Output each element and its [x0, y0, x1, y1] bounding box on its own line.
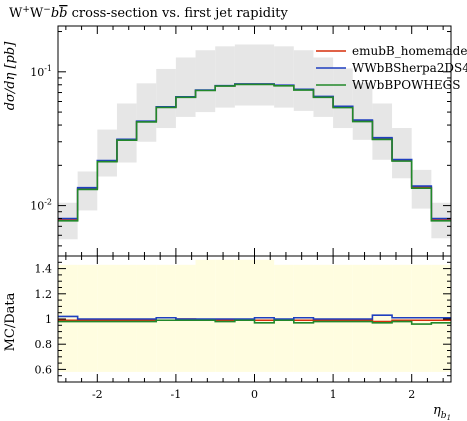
band-bin [313, 57, 334, 117]
legend-label: WWbBSherpa2DS4 [352, 61, 467, 75]
x-ticks: -2 -1 0 1 2 [65, 256, 444, 401]
band-bin [215, 259, 235, 372]
band-bin [352, 82, 373, 140]
ratio-line [58, 314, 451, 320]
main-panel: 10-2 10-1 dσ/dη [pb] emubB_homemade WWbBSh… [3, 25, 467, 257]
legend: emubB_homemade WWbBSherpa2DS4 WWbBPOWHEGS [316, 44, 467, 92]
ratio-y-axis-label: MC/Data [3, 292, 18, 351]
band-bin [116, 103, 137, 163]
x-tick-label: -1 [171, 388, 182, 401]
band-bin [58, 264, 78, 372]
band-bin [175, 57, 196, 117]
chart-title: W+W−bb cross-section vs. first jet rapid… [9, 5, 288, 21]
x-tick-label: 2 [408, 388, 415, 401]
band-bin [136, 83, 157, 142]
series-line [58, 83, 451, 222]
y-ticks: 10-2 10-1 [30, 31, 451, 247]
band-bin [234, 259, 255, 372]
ratio-y-tick-label: 0.8 [35, 338, 53, 351]
band-bin [254, 44, 275, 106]
band-bin [156, 68, 176, 129]
band-bin [372, 264, 393, 372]
band-bin [234, 44, 255, 106]
band-bin [215, 46, 235, 108]
x-tick-label: 0 [251, 388, 258, 401]
band-bin [195, 50, 216, 113]
uncertainty-band [58, 44, 451, 240]
band-bin [97, 129, 117, 177]
y-tick-label: 10-2 [30, 198, 52, 213]
x-axis-label: ηb1 [433, 403, 451, 421]
y-tick-label: 10-1 [30, 64, 52, 79]
ratio-line [58, 319, 451, 325]
band-bin [333, 68, 353, 129]
x-tick-label: -2 [92, 388, 103, 401]
band-bin [293, 50, 314, 111]
band-bin [372, 103, 393, 160]
band-bin [411, 169, 432, 209]
legend-label: emubB_homemade [352, 44, 467, 58]
series-lines [58, 83, 451, 222]
x-ticks-main [65, 26, 444, 256]
legend-label: WWbBPOWHEGS [352, 78, 460, 92]
band-bin [77, 171, 98, 211]
y-axis-label: dσ/dη [pb] [3, 41, 18, 111]
ratio-y-tick-label: 1.2 [35, 288, 53, 301]
ratio-y-tick-label: 0.6 [35, 363, 53, 376]
band-bin [274, 46, 294, 108]
ratio-lines [58, 314, 451, 325]
band-bin [195, 259, 216, 372]
band-bin [254, 259, 275, 372]
band-bin [392, 128, 412, 179]
ratio-panel: 0.6 0.8 1 1.2 1.4 -2 -1 0 1 2 MC/Data ηb1 [3, 255, 452, 421]
ratio-y-tick-label: 1.4 [35, 263, 53, 276]
ratio-y-tick-label: 1 [45, 313, 52, 326]
ratio-y-ticks: 0.6 0.8 1 1.2 1.4 [35, 255, 451, 383]
x-tick-label: 1 [330, 388, 337, 401]
